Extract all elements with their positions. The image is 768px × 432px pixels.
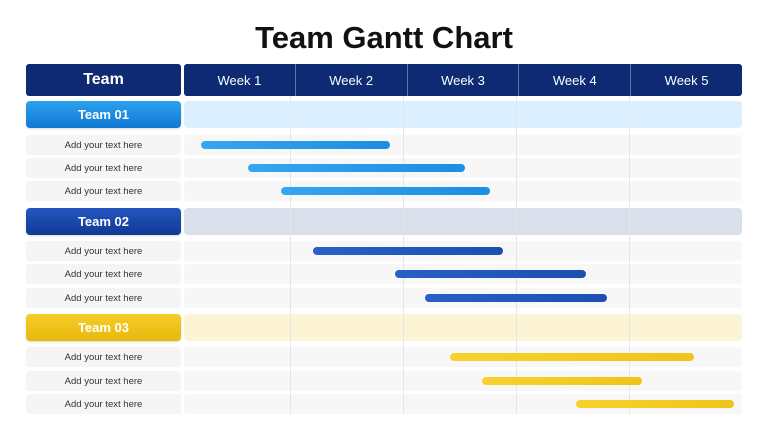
week-header: Week 5 — [630, 64, 742, 96]
team-label: Team 02 — [26, 208, 181, 235]
task-label: Add your text here — [26, 347, 181, 367]
gantt-bar — [281, 187, 490, 195]
gantt-bar — [481, 377, 642, 385]
week-divider — [290, 96, 291, 414]
week-header: Week 1 — [217, 72, 262, 88]
task-label: Add your text here — [26, 371, 181, 391]
team-band-fill — [184, 314, 742, 341]
gantt-bar — [449, 353, 694, 361]
task-label: Add your text here — [26, 135, 181, 155]
task-label: Add your text here — [26, 241, 181, 261]
task-label: Add your text here — [26, 394, 181, 414]
team-label: Team 01 — [26, 101, 181, 128]
week-header: Week 4 — [518, 64, 630, 96]
task-label: Add your text here — [26, 181, 181, 201]
task-label: Add your text here — [26, 288, 181, 308]
team-column-header: Team — [26, 64, 181, 96]
page-title: Team Gantt Chart — [255, 20, 513, 55]
gantt-bar — [425, 294, 607, 302]
team-label: Team 03 — [26, 314, 181, 341]
week-header: Week 3 — [406, 64, 519, 96]
gantt-bar — [200, 141, 391, 149]
gantt-bar — [575, 400, 735, 408]
team-band-fill — [184, 208, 742, 235]
week-divider — [403, 96, 404, 414]
task-label: Add your text here — [26, 264, 181, 284]
task-track — [184, 371, 742, 391]
team-band-fill — [184, 101, 742, 128]
week-divider — [629, 96, 630, 414]
week-divider — [516, 96, 517, 414]
task-label: Add your text here — [26, 158, 181, 178]
task-track — [184, 394, 742, 414]
gantt-bar — [394, 270, 586, 278]
gantt-bar — [313, 247, 504, 255]
gantt-bar — [247, 164, 466, 172]
task-track — [184, 135, 742, 155]
week-header-row: Week 1 Week 2 Week 3 Week 4 Week 5 — [184, 64, 742, 96]
week-header: Week 2 — [294, 64, 407, 96]
gantt-header: Team Week 1 Week 2 Week 3 Week 4 Week 5 — [26, 64, 742, 96]
